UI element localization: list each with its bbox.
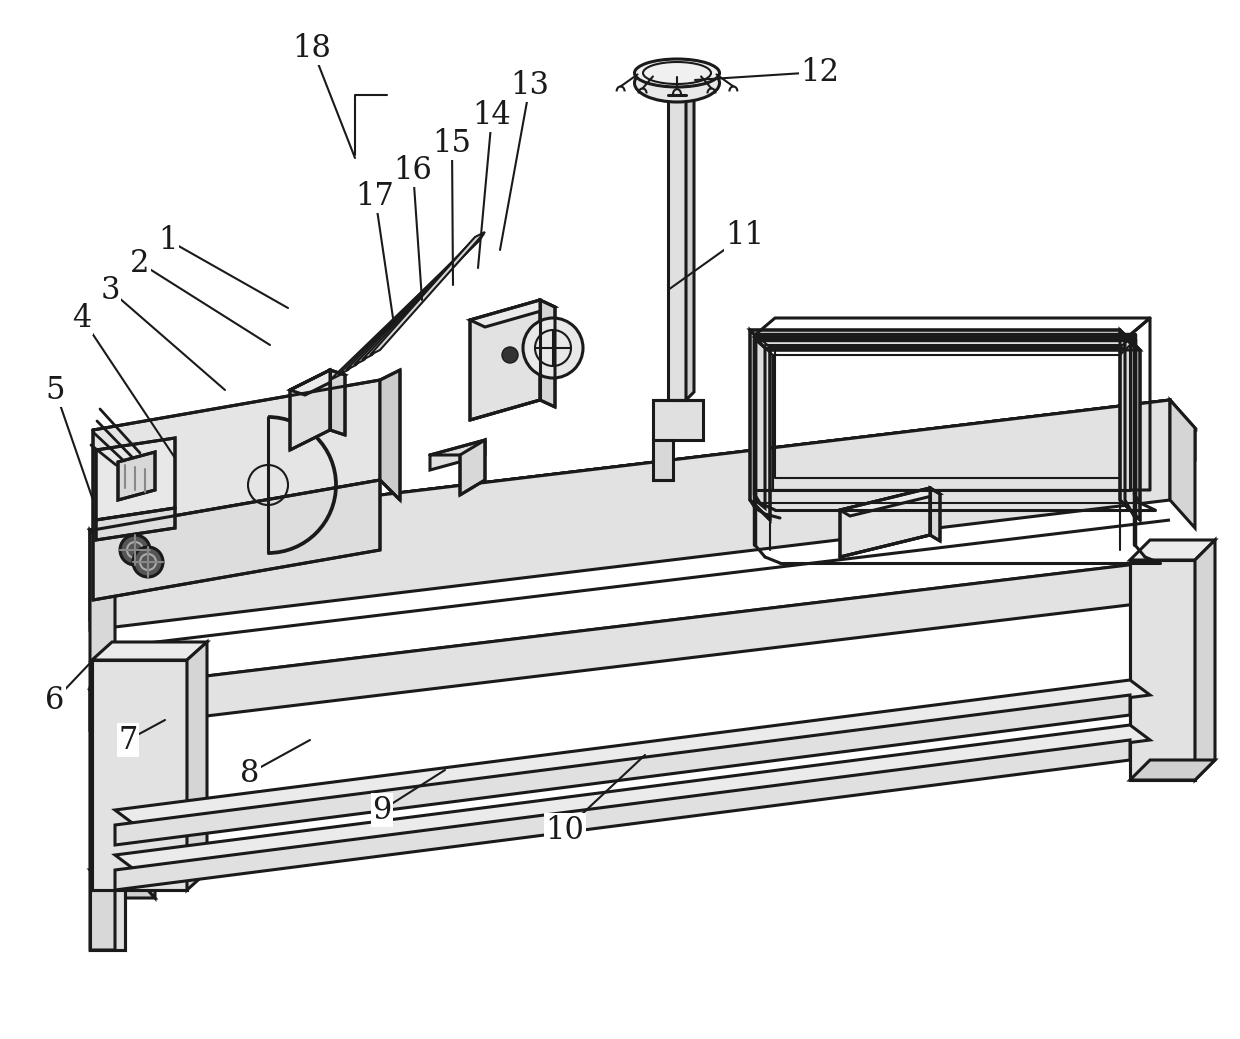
Polygon shape xyxy=(1130,540,1215,560)
Polygon shape xyxy=(115,695,1130,845)
Polygon shape xyxy=(92,660,187,890)
Text: 18: 18 xyxy=(293,32,331,63)
Polygon shape xyxy=(839,488,940,516)
Polygon shape xyxy=(118,452,155,500)
Text: 15: 15 xyxy=(433,128,471,159)
Polygon shape xyxy=(115,740,1130,890)
Polygon shape xyxy=(379,370,401,500)
Polygon shape xyxy=(115,430,1195,585)
Polygon shape xyxy=(1130,760,1215,780)
Polygon shape xyxy=(353,235,484,365)
Text: 16: 16 xyxy=(393,155,433,186)
Polygon shape xyxy=(91,690,115,950)
Polygon shape xyxy=(362,234,484,359)
Ellipse shape xyxy=(635,59,719,87)
Polygon shape xyxy=(470,300,539,420)
Polygon shape xyxy=(370,232,485,355)
Polygon shape xyxy=(346,237,482,370)
Polygon shape xyxy=(539,300,556,407)
Circle shape xyxy=(120,535,150,565)
Ellipse shape xyxy=(635,64,719,102)
Text: 9: 9 xyxy=(372,795,392,826)
Text: 5: 5 xyxy=(45,374,64,405)
Polygon shape xyxy=(115,680,1149,825)
Polygon shape xyxy=(460,439,485,495)
Polygon shape xyxy=(115,725,1149,870)
Polygon shape xyxy=(91,520,1171,650)
Text: 7: 7 xyxy=(118,724,138,755)
Polygon shape xyxy=(930,488,940,541)
Polygon shape xyxy=(1120,330,1140,520)
Polygon shape xyxy=(1171,560,1195,628)
Polygon shape xyxy=(91,400,1171,620)
Polygon shape xyxy=(91,560,1171,730)
Polygon shape xyxy=(91,400,1195,555)
Polygon shape xyxy=(1125,338,1135,518)
Polygon shape xyxy=(750,330,1140,350)
Polygon shape xyxy=(95,438,175,520)
Polygon shape xyxy=(91,400,1171,630)
Polygon shape xyxy=(755,338,765,508)
Polygon shape xyxy=(1195,540,1215,780)
Polygon shape xyxy=(91,690,125,950)
Polygon shape xyxy=(1130,560,1195,780)
Polygon shape xyxy=(91,530,115,718)
Polygon shape xyxy=(91,690,130,870)
Text: 1: 1 xyxy=(159,224,177,256)
Polygon shape xyxy=(93,380,379,530)
Polygon shape xyxy=(91,400,1195,558)
Polygon shape xyxy=(95,508,175,540)
Polygon shape xyxy=(290,370,345,395)
Polygon shape xyxy=(430,439,485,470)
Polygon shape xyxy=(470,300,556,327)
Polygon shape xyxy=(187,642,207,890)
Text: 12: 12 xyxy=(801,56,839,87)
Polygon shape xyxy=(92,642,207,660)
Polygon shape xyxy=(91,560,1195,718)
Polygon shape xyxy=(755,338,1135,348)
Text: 8: 8 xyxy=(241,757,259,789)
Text: 3: 3 xyxy=(100,274,120,305)
Polygon shape xyxy=(339,238,481,375)
Text: 13: 13 xyxy=(511,70,549,101)
Text: 11: 11 xyxy=(725,219,765,250)
Text: 4: 4 xyxy=(72,302,92,334)
Circle shape xyxy=(523,318,583,378)
Polygon shape xyxy=(653,400,703,439)
Text: 6: 6 xyxy=(46,685,64,716)
Text: 10: 10 xyxy=(546,815,584,846)
Polygon shape xyxy=(839,488,930,557)
Polygon shape xyxy=(93,480,379,600)
Polygon shape xyxy=(330,370,345,435)
Polygon shape xyxy=(91,870,155,898)
Polygon shape xyxy=(290,370,330,450)
Text: 17: 17 xyxy=(356,181,394,212)
Polygon shape xyxy=(1171,400,1195,528)
Circle shape xyxy=(502,347,518,363)
Text: 2: 2 xyxy=(130,247,150,278)
Polygon shape xyxy=(750,330,770,520)
Circle shape xyxy=(133,547,162,577)
Polygon shape xyxy=(653,439,673,480)
Polygon shape xyxy=(330,240,480,380)
Polygon shape xyxy=(130,690,155,898)
Polygon shape xyxy=(668,95,686,400)
Text: 14: 14 xyxy=(472,100,511,131)
Polygon shape xyxy=(686,87,694,400)
